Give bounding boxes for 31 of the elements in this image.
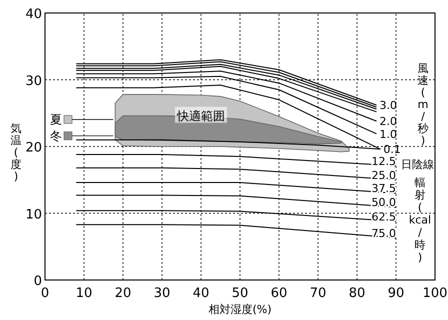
x-tick-label: 20 xyxy=(114,286,132,301)
series-label: 1.0 xyxy=(380,128,397,141)
series-label: 75.0 xyxy=(372,226,396,240)
x-tick-label: 100 xyxy=(422,286,448,301)
series-label: 37.5 xyxy=(372,182,396,196)
y-axis-title: 気温(度) xyxy=(10,122,22,183)
series-label: 50.0 xyxy=(372,196,396,210)
y-tick-label: 10 xyxy=(25,207,42,222)
series-label: 3.0 xyxy=(380,99,397,112)
x-tick-label: 70 xyxy=(310,286,326,301)
legend-label: 夏 xyxy=(50,112,62,126)
series-label: 2.0 xyxy=(380,115,397,128)
series-label: 25.0 xyxy=(372,168,396,182)
annotation: 快適範囲 xyxy=(176,108,225,123)
x-tick-label: 10 xyxy=(76,286,92,301)
annotation: 輻射(kcal/時) xyxy=(408,176,432,264)
x-tick-label: 30 xyxy=(154,286,170,301)
x-tick-label: 80 xyxy=(348,286,366,301)
annotation: 風速(m/秒) xyxy=(418,62,428,147)
y-tick-label: 30 xyxy=(25,74,42,89)
x-tick-label: 90 xyxy=(388,286,404,301)
x-tick-label: 50 xyxy=(232,286,248,301)
x-tick-label: 60 xyxy=(270,286,288,301)
series-label: 0.1 xyxy=(383,143,401,156)
y-tick-label: 20 xyxy=(25,140,42,156)
x-axis-title: 相対湿度(%) xyxy=(208,303,272,316)
y-tick-label: 0 xyxy=(34,274,42,289)
y-tick-label: 40 xyxy=(25,7,42,22)
annotation: 日陰線 xyxy=(401,158,434,171)
x-tick-label: 40 xyxy=(192,286,210,301)
legend-label: 冬 xyxy=(50,128,62,143)
